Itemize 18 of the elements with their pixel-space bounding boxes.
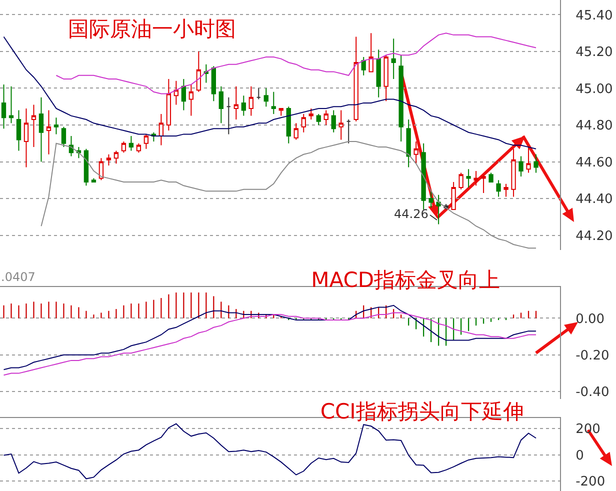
y-tick-label: 0.00 xyxy=(576,312,605,327)
y-tick-label: 200 xyxy=(576,422,600,438)
y-tick-label: -200 xyxy=(576,474,606,490)
y-tick-label: -0.40 xyxy=(576,385,610,400)
annotation: 44.26 xyxy=(394,207,428,221)
text: 国际原油一小时图 xyxy=(68,17,236,42)
y-tick-label: -0.20 xyxy=(576,348,610,364)
y-tick-label: 45.00 xyxy=(576,82,613,97)
y-tick-label: 44.80 xyxy=(576,118,613,134)
y-tick-label: 44.20 xyxy=(576,228,613,244)
text: .0407 xyxy=(1,270,36,284)
y-tick-label: 45.20 xyxy=(576,45,613,60)
chart-title: CCI指标拐头向下延伸 xyxy=(320,399,524,424)
y-tick-label: 0 xyxy=(576,448,584,464)
y-tick-label: 44.60 xyxy=(576,155,613,170)
y-tick-label: 44.40 xyxy=(576,192,613,208)
y-tick-label: 45.40 xyxy=(576,8,613,24)
chart-title: MACD指标金叉向上 xyxy=(311,268,500,292)
